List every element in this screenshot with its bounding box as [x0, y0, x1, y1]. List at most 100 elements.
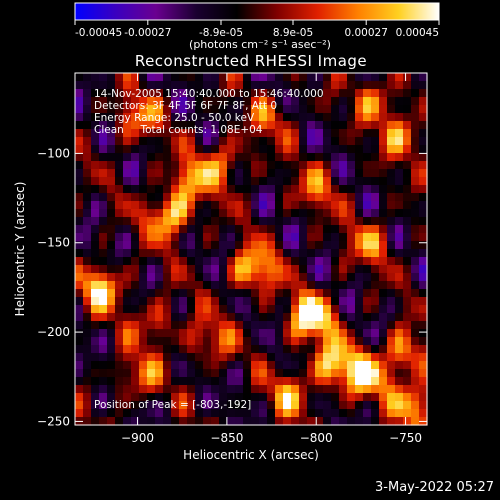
heatmap-cell [99, 273, 108, 282]
heatmap-cell [355, 145, 364, 154]
heatmap-cell [107, 377, 116, 386]
heatmap-cell [403, 361, 412, 370]
heatmap-cell [131, 377, 140, 386]
heatmap-cell [131, 177, 140, 186]
heatmap-cell [203, 225, 212, 234]
heatmap-cell [283, 193, 292, 202]
heatmap-cell [155, 409, 164, 418]
heatmap-cell [219, 89, 228, 98]
heatmap-cell [387, 201, 396, 210]
heatmap-cell [275, 233, 284, 242]
heatmap-cell [147, 305, 156, 314]
heatmap-cell [251, 321, 260, 330]
heatmap-cell [323, 201, 332, 210]
heatmap-cell [363, 113, 372, 122]
heatmap-cell [163, 329, 172, 338]
heatmap-cell [131, 265, 140, 274]
heatmap-cell [195, 369, 204, 378]
heatmap-cell [347, 185, 356, 194]
heatmap-cell [195, 377, 204, 386]
heatmap-cell [395, 89, 404, 98]
heatmap-cell [387, 393, 396, 402]
heatmap-cell [107, 113, 116, 122]
heatmap-cell [115, 409, 124, 418]
heatmap-cell [251, 105, 260, 114]
heatmap-cell [371, 105, 380, 114]
heatmap-cell [99, 145, 108, 154]
heatmap-cell [163, 241, 172, 250]
heatmap-cell [187, 137, 196, 146]
heatmap-cell [419, 185, 428, 194]
heatmap-cell [347, 297, 356, 306]
heatmap-cell [219, 345, 228, 354]
heatmap-cell [307, 393, 316, 402]
heatmap-cell [211, 153, 220, 162]
heatmap-cell [91, 153, 100, 162]
heatmap-cell [355, 97, 364, 106]
heatmap-cell [251, 265, 260, 274]
heatmap-cell [331, 97, 340, 106]
heatmap-cell [211, 217, 220, 226]
heatmap-cell [131, 209, 140, 218]
heatmap-cell [219, 361, 228, 370]
heatmap-cell [395, 81, 404, 90]
heatmap-cell [347, 233, 356, 242]
heatmap-cell [219, 153, 228, 162]
heatmap-cell [99, 313, 108, 322]
heatmap-cell [307, 169, 316, 178]
heatmap-cell [147, 337, 156, 346]
heatmap-cell [275, 257, 284, 266]
heatmap-cell [75, 297, 84, 306]
heatmap-cell [91, 233, 100, 242]
heatmap-cell [115, 193, 124, 202]
heatmap-cell [107, 201, 116, 210]
heatmap-cell [155, 377, 164, 386]
heatmap-cell [83, 113, 92, 122]
heatmap-cell [235, 81, 244, 90]
heatmap-cell [379, 161, 388, 170]
heatmap-cell [283, 233, 292, 242]
heatmap-cell [243, 257, 252, 266]
heatmap-cell [275, 377, 284, 386]
heatmap-cell [171, 337, 180, 346]
heatmap-cell [139, 89, 148, 98]
heatmap-cell [179, 265, 188, 274]
heatmap-cell [235, 97, 244, 106]
heatmap-cell [219, 145, 228, 154]
heatmap-cell [219, 185, 228, 194]
heatmap-cell [291, 313, 300, 322]
heatmap-cell [147, 185, 156, 194]
heatmap-cell [275, 209, 284, 218]
heatmap-cell [91, 89, 100, 98]
heatmap-cell [83, 393, 92, 402]
heatmap-cell [371, 209, 380, 218]
heatmap-cell [243, 417, 252, 426]
heatmap-cell [107, 353, 116, 362]
heatmap-cell [307, 409, 316, 418]
heatmap-cell [283, 345, 292, 354]
heatmap-cell [115, 121, 124, 130]
heatmap-cell [131, 345, 140, 354]
heatmap-cell [323, 97, 332, 106]
heatmap-cell [163, 409, 172, 418]
heatmap-cell [251, 377, 260, 386]
heatmap-cell [403, 129, 412, 138]
heatmap-cell [187, 73, 196, 82]
heatmap-cell [347, 169, 356, 178]
heatmap-cell [403, 393, 412, 402]
heatmap-cell [227, 337, 236, 346]
peak-position-label: Position of Peak = [-803,-192] [94, 399, 251, 411]
heatmap-cell [299, 217, 308, 226]
heatmap-cell [195, 241, 204, 250]
heatmap-cell [131, 89, 140, 98]
heatmap-cell [163, 305, 172, 314]
heatmap-cell [371, 97, 380, 106]
heatmap-cell [331, 185, 340, 194]
heatmap-cell [371, 297, 380, 306]
heatmap-cell [355, 329, 364, 338]
heatmap-cell [83, 161, 92, 170]
heatmap-cell [179, 385, 188, 394]
heatmap-cell [251, 305, 260, 314]
heatmap-cell [147, 345, 156, 354]
heatmap-cell [211, 369, 220, 378]
